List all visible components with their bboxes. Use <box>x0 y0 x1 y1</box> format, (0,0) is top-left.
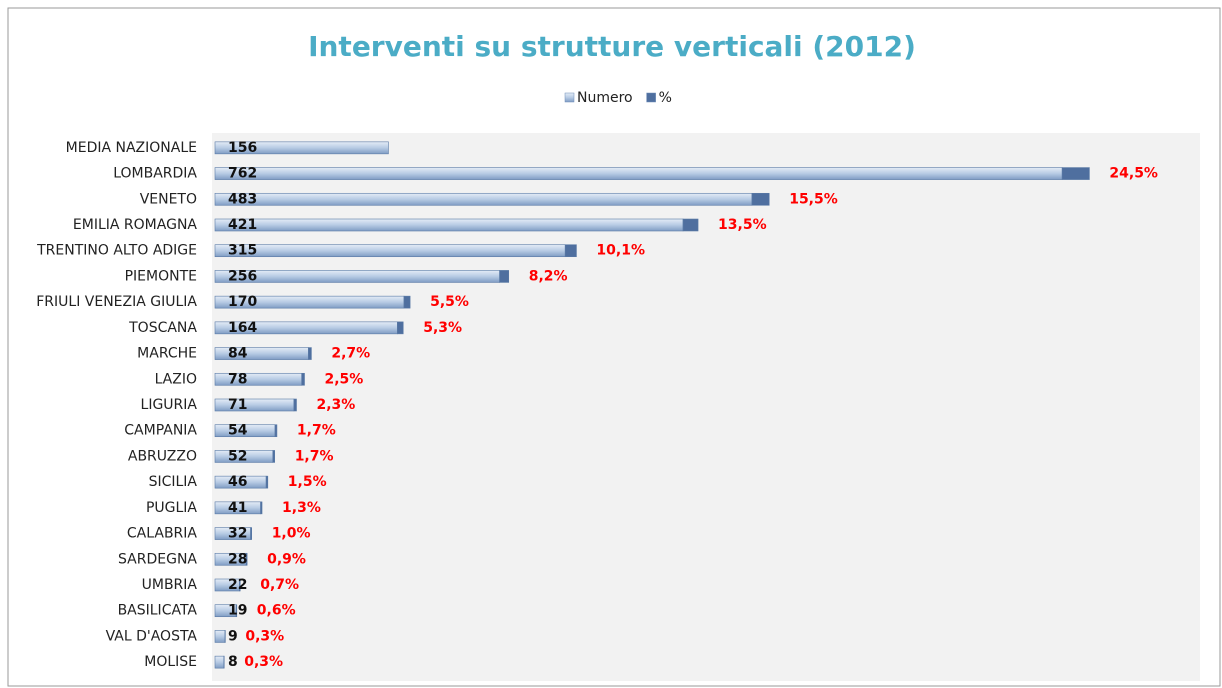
value-label: 762 <box>228 166 257 182</box>
y-tick-label: SARDEGNA <box>118 551 197 567</box>
bar <box>499 270 510 283</box>
bar <box>1061 167 1090 180</box>
y-tick-label: ABRUZZO <box>128 448 197 464</box>
legend-label: % <box>659 90 672 106</box>
bar <box>214 218 684 232</box>
bar <box>214 244 566 258</box>
value-label: 2,5% <box>324 371 363 387</box>
bar <box>239 578 241 592</box>
y-tick-label: CALABRIA <box>127 526 198 542</box>
value-label: 0,7% <box>260 577 299 593</box>
legend-swatch <box>564 92 575 103</box>
value-label: 315 <box>228 243 257 259</box>
value-label: 2,3% <box>316 397 355 413</box>
bar <box>397 321 404 335</box>
y-tick-label: MARCHE <box>137 346 197 362</box>
value-label: 8 <box>228 654 238 670</box>
y-tick-label: UMBRIA <box>142 577 198 593</box>
value-label: 5,3% <box>423 320 462 336</box>
y-tick-label: LOMBARDIA <box>113 166 197 182</box>
bar <box>301 372 305 386</box>
value-label: 156 <box>228 140 257 156</box>
value-label: 421 <box>228 217 257 233</box>
value-label: 256 <box>228 268 257 284</box>
bar <box>274 424 278 438</box>
value-label: 0,3% <box>244 654 283 670</box>
bar <box>260 501 263 515</box>
bar <box>214 270 500 283</box>
bar <box>245 552 248 566</box>
value-label: 10,1% <box>596 243 645 259</box>
y-tick-label: PIEMONTE <box>125 268 197 284</box>
value-label: 483 <box>228 191 257 207</box>
value-label: 78 <box>228 371 247 387</box>
bar <box>235 604 238 618</box>
value-label: 1,5% <box>288 474 327 490</box>
y-tick-label: BASILICATA <box>118 603 198 619</box>
bar <box>272 450 276 463</box>
value-label: 52 <box>228 448 247 464</box>
y-tick-label: FRIULI VENEZIA GIULIA <box>36 294 197 310</box>
bar <box>564 244 577 258</box>
value-label: 19 <box>228 603 247 619</box>
plot-area <box>212 133 1200 681</box>
bar <box>250 527 252 540</box>
bar <box>214 167 1063 180</box>
bar <box>214 141 389 155</box>
value-label: 71 <box>228 397 247 413</box>
bar <box>214 398 295 412</box>
value-label: 1,3% <box>282 500 321 516</box>
y-tick-label: CAMPANIA <box>124 423 197 439</box>
value-label: 0,3% <box>245 628 284 644</box>
bar <box>214 630 226 643</box>
value-label: 0,6% <box>257 603 296 619</box>
value-label: 5,5% <box>430 294 469 310</box>
value-label: 84 <box>228 346 248 362</box>
bar <box>751 192 770 206</box>
value-label: 1,7% <box>297 423 336 439</box>
value-label: 8,2% <box>529 268 568 284</box>
legend-label: Numero <box>577 90 633 106</box>
value-label: 41 <box>228 500 247 516</box>
value-label: 46 <box>228 474 247 490</box>
bar <box>214 192 753 206</box>
bar <box>682 218 699 232</box>
y-tick-label: EMILIA ROMAGNA <box>73 217 197 233</box>
value-label: 9 <box>228 628 238 644</box>
y-tick-label: MOLISE <box>144 654 197 670</box>
legend-swatch <box>646 92 656 103</box>
value-label: 170 <box>228 294 257 310</box>
value-label: 24,5% <box>1109 166 1158 182</box>
value-label: 1,0% <box>272 526 311 542</box>
value-label: 28 <box>228 551 247 567</box>
value-label: 1,7% <box>295 448 334 464</box>
value-label: 2,7% <box>331 346 370 362</box>
value-label: 54 <box>228 423 248 439</box>
value-label: 0,9% <box>267 551 306 567</box>
value-label: 13,5% <box>718 217 767 233</box>
chart-title: Interventi su strutture verticali (2012) <box>308 30 916 63</box>
y-tick-label: LIGURIA <box>141 397 198 413</box>
bar <box>265 475 269 489</box>
bar <box>293 398 297 412</box>
value-label: 15,5% <box>789 191 838 207</box>
value-label: 22 <box>228 577 247 593</box>
value-label: 164 <box>228 320 257 336</box>
y-tick-label: LAZIO <box>155 371 197 387</box>
y-tick-label: MEDIA NAZIONALE <box>66 140 197 156</box>
y-tick-label: SICILIA <box>149 474 198 490</box>
bar <box>214 655 225 669</box>
bar <box>308 347 312 360</box>
y-tick-label: PUGLIA <box>146 500 197 516</box>
y-tick-label: VAL D'AOSTA <box>106 628 198 644</box>
y-tick-label: TRENTINO ALTO ADIGE <box>36 243 197 259</box>
value-label: 32 <box>228 526 247 542</box>
y-tick-label: TOSCANA <box>128 320 197 336</box>
y-tick-label: VENETO <box>140 191 197 207</box>
bar <box>403 295 411 309</box>
